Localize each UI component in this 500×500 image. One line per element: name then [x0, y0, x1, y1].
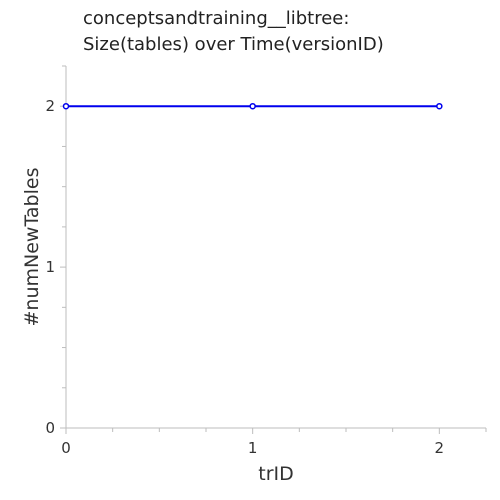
x-tick-label: 1 [248, 439, 258, 457]
data-point [436, 102, 443, 110]
y-axis-ticks: 0 1 2 [45, 65, 66, 437]
data-point [62, 102, 70, 110]
x-axis-ticks: 0 1 2 [61, 428, 487, 457]
chart-title-line-2: Size(tables) over Time(versionID) [83, 34, 384, 55]
y-tick-label: 2 [45, 97, 55, 115]
series-group [62, 102, 443, 110]
y-axis-label: #numNewTables [21, 168, 43, 327]
y-tick-label: 1 [45, 258, 55, 276]
x-axis-label: trID [258, 463, 294, 485]
y-tick-label: 0 [45, 419, 55, 437]
x-tick-label: 0 [61, 439, 71, 457]
x-tick-label: 2 [435, 439, 445, 457]
data-point [249, 102, 256, 110]
chart-title-line-1: conceptsandtraining__libtree: [83, 8, 349, 29]
